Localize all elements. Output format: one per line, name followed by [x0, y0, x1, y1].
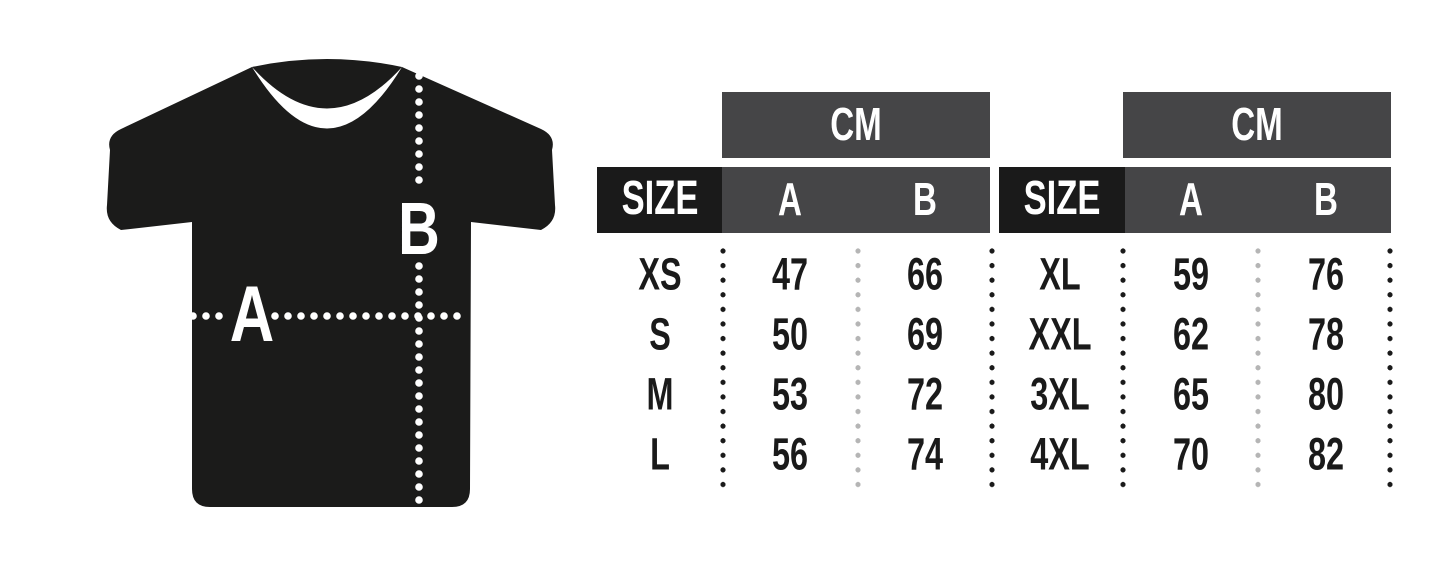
t2-row3-b: 82 [1307, 428, 1345, 480]
t2-size-header-box [999, 167, 1125, 233]
t2-row1-b: 78 [1307, 308, 1345, 360]
t2-size-header: SIZE [1023, 172, 1101, 226]
t1-separator-size-a [720, 244, 726, 496]
t2-row1-a: 62 [1172, 308, 1210, 360]
t1-row2-a: 53 [771, 368, 809, 420]
t2-row2-b: 80 [1307, 368, 1345, 420]
t1-row3-b: 74 [906, 428, 944, 480]
t1-row2-size: M [646, 368, 674, 420]
t2-cm-header-box [1123, 92, 1391, 158]
t1-row1-a: 50 [771, 308, 809, 360]
t1-cm-header: CM [830, 98, 882, 151]
measure-label-a: A [230, 271, 274, 359]
t1-row0-a: 47 [771, 248, 809, 300]
t1-separator-a-b [855, 244, 861, 496]
t2-col-a-header: A [1179, 173, 1203, 226]
t1-row0-size: XS [638, 248, 682, 300]
t2-row1-size: XXL [1028, 308, 1092, 360]
t1-separator-right [989, 244, 995, 496]
t2-separator-size-a [1120, 244, 1126, 496]
t1-col-a-header: A [778, 173, 802, 226]
t2-row3-size: 4XL [1030, 428, 1090, 480]
t2-cm-header: CM [1231, 98, 1283, 151]
t2-row2-size: 3XL [1030, 368, 1090, 420]
t1-row1-b: 69 [906, 308, 944, 360]
t1-size-header: SIZE [621, 172, 699, 226]
t2-row3-a: 70 [1172, 428, 1210, 480]
tshirt-silhouette [106, 59, 556, 507]
t1-col-b-header: B [913, 173, 937, 226]
t2-ab-header-box [1125, 167, 1391, 233]
t1-row3-size: L [650, 428, 670, 480]
t1-row1-size: S [649, 308, 671, 360]
t2-separator-a-b [1255, 244, 1261, 496]
t2-separator-right [1387, 244, 1393, 496]
t2-col-b-header: B [1314, 173, 1338, 226]
t1-row0-b: 66 [906, 248, 944, 300]
tshirt-collar [252, 67, 402, 129]
t2-row0-size: XL [1039, 248, 1081, 300]
t1-size-header-box [597, 167, 722, 233]
t1-row3-a: 56 [771, 428, 809, 480]
t2-row2-a: 65 [1172, 368, 1210, 420]
t1-ab-header-box [722, 167, 990, 233]
t1-cm-header-box [722, 92, 990, 158]
measure-label-b: B [398, 188, 440, 271]
t2-row0-b: 76 [1307, 248, 1345, 300]
t2-row0-a: 59 [1172, 248, 1210, 300]
t1-row2-b: 72 [906, 368, 944, 420]
